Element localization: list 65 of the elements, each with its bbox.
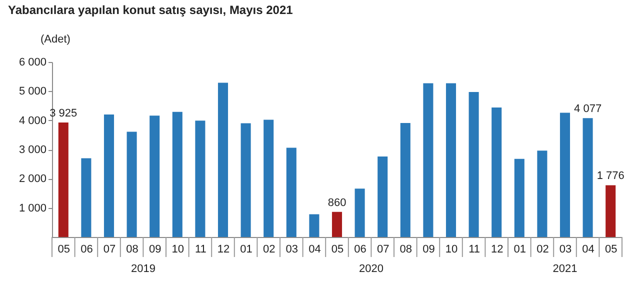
x-tick-label: 01: [240, 244, 252, 256]
bar: [446, 83, 456, 237]
x-tick-label: 10: [445, 244, 458, 256]
bar: [81, 158, 92, 237]
x-tick-label: 06: [354, 244, 366, 256]
x-tick-label: 11: [468, 244, 480, 256]
bar: [172, 112, 182, 237]
bar: [218, 82, 228, 237]
bar: [150, 116, 160, 237]
y-tick-label: 3 000: [18, 144, 46, 156]
bar: [195, 120, 206, 237]
y-axis-title: (Adet): [40, 34, 70, 46]
x-tick-label: 12: [490, 244, 504, 256]
y-tick-label: 6 000: [18, 56, 46, 68]
bar: [537, 150, 548, 237]
bar: [400, 122, 410, 237]
bar: [58, 122, 68, 237]
bar: [104, 114, 114, 237]
chart-title: Yabancılara yapılan konut satış sayısı, Mayıs 2021: [8, 3, 294, 17]
x-tick-label: 06: [80, 244, 93, 256]
y-tick-label: 1 000: [18, 202, 46, 214]
bar: [582, 118, 593, 237]
x-tick-label: 07: [103, 244, 116, 256]
x-tick-label: 07: [376, 244, 390, 256]
bar: [560, 112, 570, 237]
bar: [423, 83, 434, 237]
x-tick-label: 08: [400, 244, 412, 256]
y-tick-label: 4 000: [18, 114, 46, 127]
data-label: 3 925: [50, 108, 78, 120]
bar: [240, 123, 251, 237]
x-tick-label: 09: [422, 244, 435, 256]
x-tick-label: 11: [194, 244, 206, 256]
text: 2019: [130, 263, 156, 275]
x-tick-label: 02: [262, 244, 276, 256]
data-label: 1 776: [596, 170, 624, 182]
bar: [309, 214, 320, 237]
x-tick-label: 02: [536, 244, 549, 256]
x-tick-label: 05: [604, 244, 618, 256]
bar: [606, 185, 616, 237]
y-tick-label: 2 000: [18, 173, 46, 186]
x-tick-label: 12: [217, 244, 230, 256]
y-tick-label: 5 000: [18, 86, 46, 98]
x-tick-label: 10: [172, 244, 184, 256]
bar: [354, 188, 365, 237]
bar: [514, 158, 524, 237]
text: 2020: [358, 263, 384, 275]
x-tick-label: 09: [148, 244, 162, 256]
x-tick-label: 03: [286, 244, 298, 256]
bar: [332, 212, 342, 237]
bar: [286, 148, 296, 237]
text: 2021: [552, 263, 578, 275]
x-tick-label: 03: [559, 244, 572, 256]
x-tick-label: 05: [58, 244, 70, 256]
data-label: 4 077: [574, 103, 602, 116]
bar: [492, 108, 502, 237]
x-tick-label: 04: [308, 244, 321, 256]
bar: [468, 92, 479, 237]
bar: [264, 120, 274, 237]
x-tick-label: 01: [514, 244, 526, 256]
x-tick-label: 05: [331, 244, 344, 256]
x-tick-label: 04: [582, 244, 594, 256]
bar: [378, 156, 388, 237]
x-tick-label: 08: [126, 244, 138, 256]
data-label: 860: [328, 196, 346, 209]
bar: [126, 132, 137, 237]
